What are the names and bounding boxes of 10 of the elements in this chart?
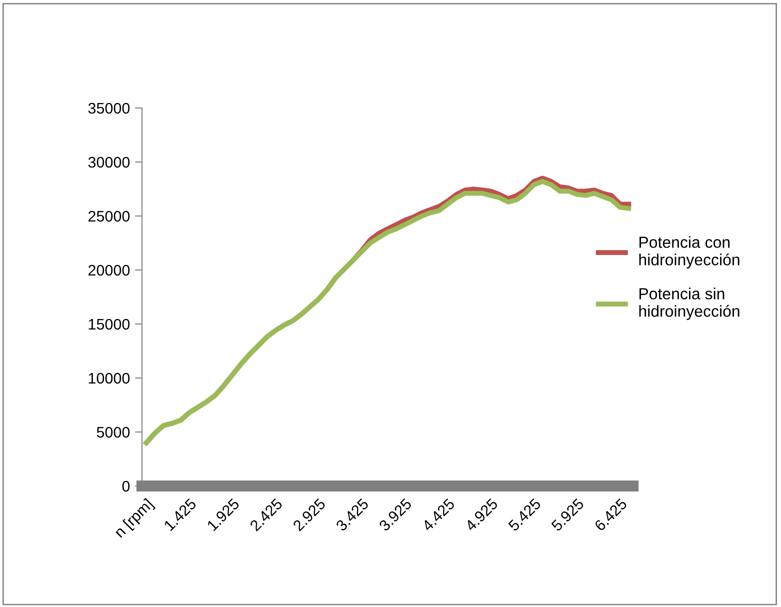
y-tick-label: 15000 xyxy=(88,318,130,330)
y-tick-label: 10000 xyxy=(88,372,130,384)
y-tick-label: 20000 xyxy=(88,264,130,276)
legend-label: Potencia sin hidroinyección xyxy=(639,288,740,320)
legend-label: Potencia con hidroinyección xyxy=(639,236,740,269)
y-tick-label: 35000 xyxy=(88,102,130,114)
y-tick-label: 25000 xyxy=(88,210,130,222)
y-tick-label: 30000 xyxy=(88,156,130,168)
y-tick-label: 0 xyxy=(122,480,130,492)
y-tick-label: 5000 xyxy=(96,426,130,438)
